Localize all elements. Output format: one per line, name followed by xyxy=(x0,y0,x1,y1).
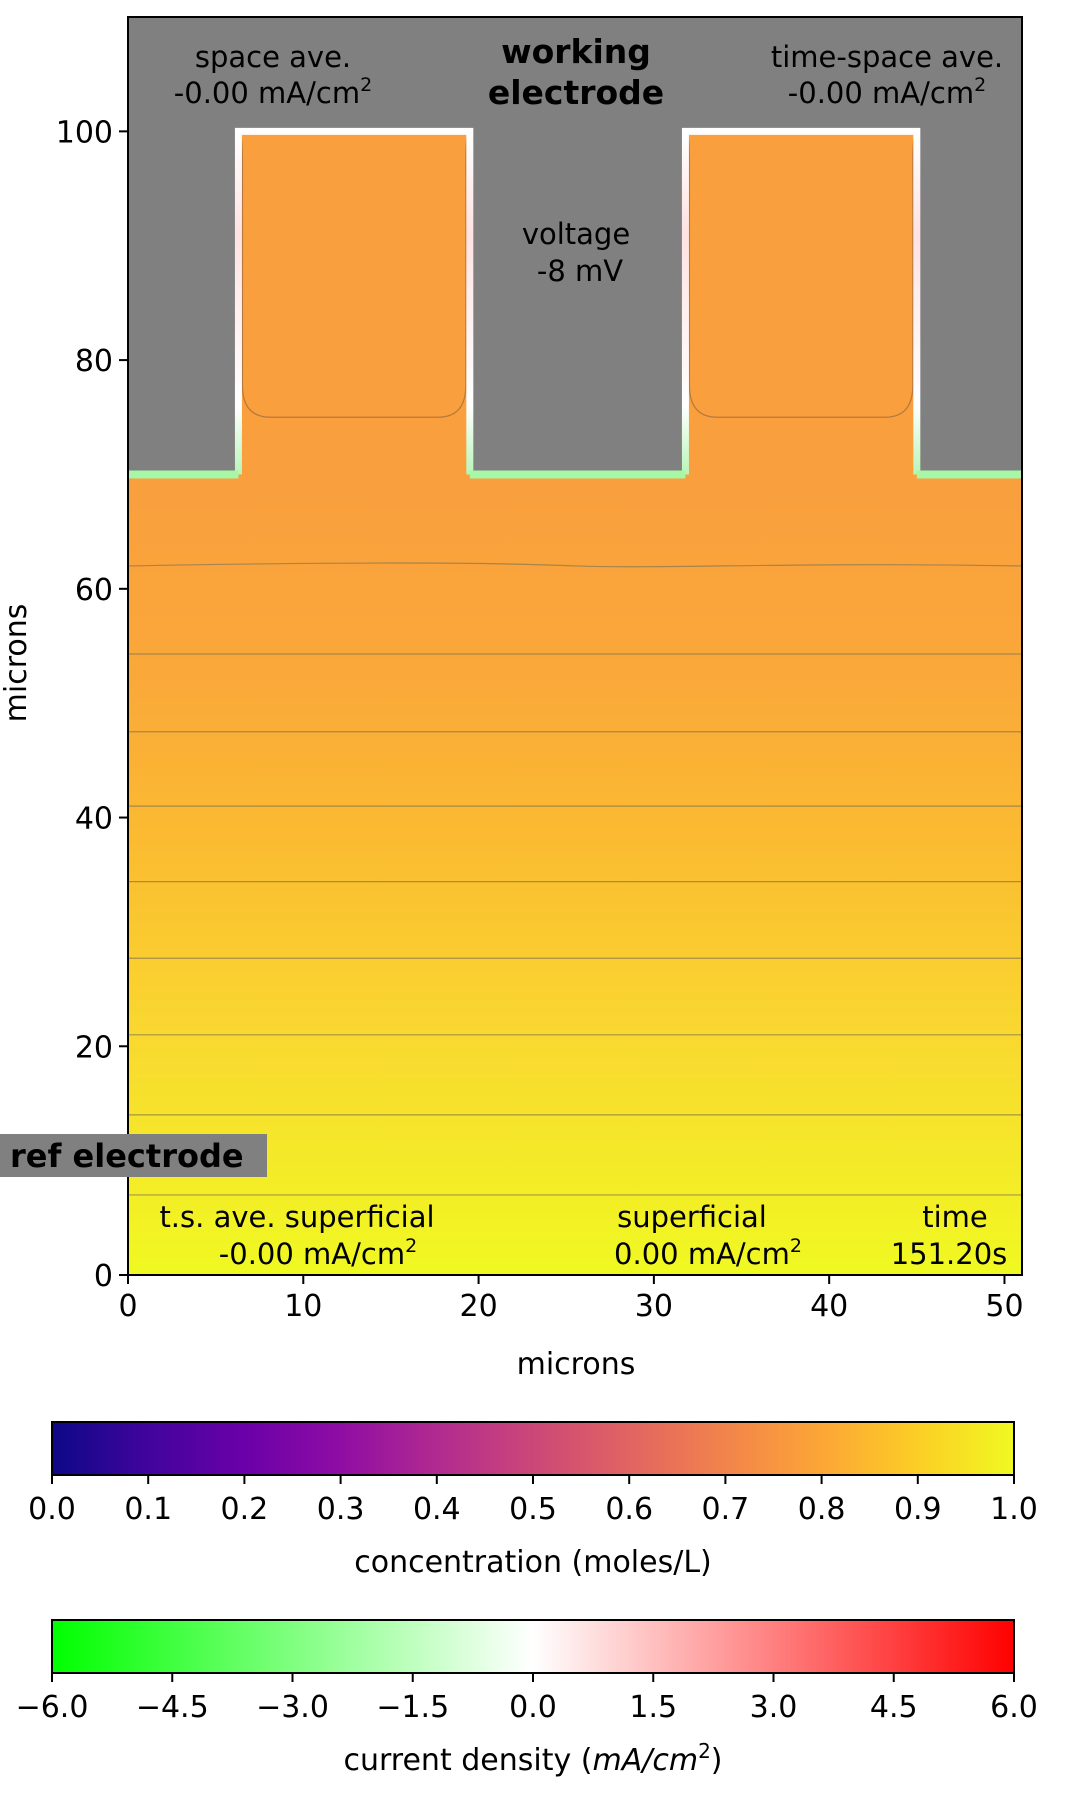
y-axis-ticks: 0 20 40 60 80 100 xyxy=(56,115,128,1294)
x-tick-label: 30 xyxy=(635,1289,673,1324)
space-ave-value-text: -0.00 mA/cm xyxy=(174,76,360,110)
current-density-label-suffix: ) xyxy=(711,1743,723,1778)
colorbar-tick-label: 0.5 xyxy=(509,1492,557,1527)
voltage-label: voltage xyxy=(522,217,630,251)
colorbar-tick-label: 4.5 xyxy=(870,1690,918,1725)
colorbar-tick-label: 1.0 xyxy=(990,1492,1038,1527)
y-tick-label: 40 xyxy=(75,802,113,837)
plot-frame xyxy=(127,16,1023,1276)
superficial-exponent: 2 xyxy=(790,1235,802,1257)
current-density-label-math: mA/cm xyxy=(592,1743,698,1778)
time-space-ave-exponent: 2 xyxy=(974,74,986,96)
concentration-colorbar-ticks: 0.0 0.1 0.2 0.3 0.4 0.5 0.6 0.7 0.8 0.9 1.0 xyxy=(28,1475,1038,1527)
concentration-colorbar-label: concentration (moles/L) xyxy=(354,1545,712,1580)
colorbar-tick-label: 0.1 xyxy=(124,1492,172,1527)
voltage-value: -8 mV xyxy=(537,254,623,288)
colorbar-tick-label: 0.7 xyxy=(702,1492,750,1527)
colorbar-tick-label: 0.0 xyxy=(28,1492,76,1527)
current-density-colorbar: −6.0 −4.5 −3.0 −1.5 0.0 1.5 3.0 4.5 6.0 current … xyxy=(16,1619,1038,1778)
space-ave-label: space ave. xyxy=(195,40,351,74)
pillars xyxy=(234,127,921,477)
concentration-contours xyxy=(127,562,1023,1196)
ref-electrode-box xyxy=(0,1134,267,1177)
concentration-colorbar: 0.0 0.1 0.2 0.3 0.4 0.5 0.6 0.7 0.8 0.9 1.0 concen… xyxy=(28,1421,1038,1580)
colorbar-tick-label: 0.4 xyxy=(413,1492,461,1527)
time-space-ave-value-text: -0.00 mA/cm xyxy=(788,76,974,110)
y-tick-label: 20 xyxy=(75,1030,113,1065)
pillar-1 xyxy=(238,131,470,477)
electrolyte-region xyxy=(128,474,1022,1275)
current-density-label-exp: 2 xyxy=(698,1739,711,1763)
colorbar-tick-label: 3.0 xyxy=(750,1690,798,1725)
colorbar-tick-label: 6.0 xyxy=(990,1690,1038,1725)
y-tick-label: 60 xyxy=(75,573,113,608)
pillar-contour-2 xyxy=(686,134,916,418)
x-tick-label: 0 xyxy=(118,1289,137,1324)
time-space-ave-value: -0.00 mA/cm2 xyxy=(788,74,986,110)
time-value: 151.20s xyxy=(891,1237,1008,1271)
x-axis-ticks: 0 10 20 30 40 50 xyxy=(118,1275,1024,1324)
x-tick-label: 50 xyxy=(985,1289,1023,1324)
colorbar-tick-label: 0.2 xyxy=(221,1492,269,1527)
pillar-edge-1 xyxy=(234,127,474,475)
colorbar-tick-label: 1.5 xyxy=(629,1690,677,1725)
x-tick-label: 20 xyxy=(459,1289,497,1324)
pillar-contour-1 xyxy=(239,134,469,418)
superficial-label: superficial xyxy=(617,1200,767,1234)
space-ave-exponent: 2 xyxy=(360,74,372,96)
colorbar-tick-label: 0.9 xyxy=(894,1492,942,1527)
pillar-edge-2 xyxy=(681,127,921,475)
working-electrode-label-line2: electrode xyxy=(488,73,664,112)
colorbar-tick-label: 0.8 xyxy=(798,1492,846,1527)
working-electrode-label-line1: working xyxy=(501,32,651,71)
colorbar-tick-label: 0.3 xyxy=(317,1492,365,1527)
colorbar-tick-label: 0.0 xyxy=(509,1690,557,1725)
concentration-plot: 0 10 20 30 40 50 0 20 40 60 80 100 microns microns… xyxy=(0,16,1024,1382)
ts-ave-superficial-value-text: -0.00 mA/cm xyxy=(219,1237,405,1271)
colorbar-tick-label: −4.5 xyxy=(136,1690,209,1725)
y-tick-label: 80 xyxy=(75,344,113,379)
pillar-2 xyxy=(685,131,917,477)
current-density-colorbar-label: current density (mA/cm2) xyxy=(343,1739,722,1778)
time-space-ave-label: time-space ave. xyxy=(771,40,1003,74)
y-tick-label: 100 xyxy=(56,115,113,150)
colorbar-tick-label: −6.0 xyxy=(16,1690,89,1725)
current-density-label-prefix: current density ( xyxy=(343,1743,592,1778)
colorbar-tick-label: −1.5 xyxy=(376,1690,449,1725)
time-label: time xyxy=(922,1200,988,1234)
current-density-colorbar-gradient xyxy=(51,1619,1015,1674)
y-axis-label: microns xyxy=(0,604,34,723)
superficial-value-text: 0.00 mA/cm xyxy=(614,1237,790,1271)
x-axis-label: microns xyxy=(517,1347,636,1382)
ts-ave-superficial-exponent: 2 xyxy=(405,1235,417,1257)
current-density-colorbar-ticks: −6.0 −4.5 −3.0 −1.5 0.0 1.5 3.0 4.5 6.0 xyxy=(16,1673,1038,1725)
space-ave-value: -0.00 mA/cm2 xyxy=(174,74,372,110)
contour-line-1 xyxy=(127,562,1023,568)
ts-ave-superficial-value: -0.00 mA/cm2 xyxy=(219,1235,417,1271)
concentration-colorbar-gradient xyxy=(51,1421,1015,1476)
superficial-value: 0.00 mA/cm2 xyxy=(614,1235,802,1271)
ref-electrode-label: ref electrode xyxy=(10,1137,244,1175)
colorbar-tick-label: 0.6 xyxy=(605,1492,653,1527)
colorbar-tick-label: −3.0 xyxy=(256,1690,329,1725)
x-tick-label: 10 xyxy=(284,1289,322,1324)
ts-ave-superficial-label: t.s. ave. superficial xyxy=(159,1200,434,1234)
x-tick-label: 40 xyxy=(810,1289,848,1324)
y-tick-label: 0 xyxy=(94,1259,113,1294)
